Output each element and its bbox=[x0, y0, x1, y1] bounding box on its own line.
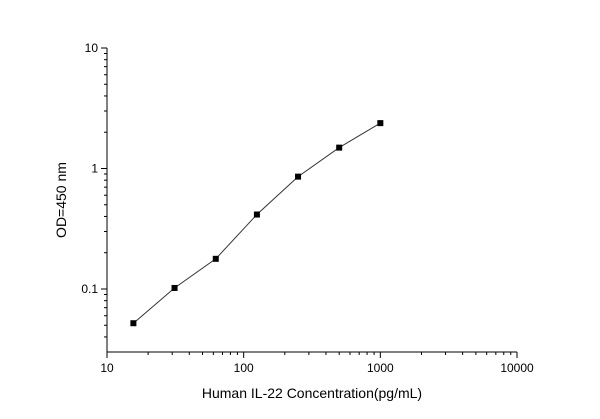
data-point bbox=[377, 120, 384, 127]
y-axis-title: OD=450 nm bbox=[53, 162, 69, 238]
data-point bbox=[212, 255, 219, 262]
x-tick-label: 10 bbox=[100, 361, 114, 375]
y-tick-label: 10 bbox=[85, 41, 99, 55]
x-ticks: 10 100 1000 10000 bbox=[100, 352, 534, 375]
x-axis-title: Human IL-22 Concentration(pg/mL) bbox=[202, 385, 422, 401]
plot-area bbox=[130, 120, 384, 327]
data-point bbox=[130, 320, 137, 327]
axes bbox=[106, 48, 517, 353]
x-tick-label: 100 bbox=[234, 361, 254, 375]
data-point bbox=[336, 144, 343, 151]
data-point bbox=[295, 173, 302, 180]
y-ticks: 0.1 1 10 bbox=[81, 41, 107, 338]
y-tick-label: 1 bbox=[91, 161, 98, 175]
x-tick-label: 1000 bbox=[367, 361, 394, 375]
data-point bbox=[253, 211, 260, 218]
series-line bbox=[133, 122, 381, 324]
x-tick-label: 10000 bbox=[500, 361, 534, 375]
y-tick-label: 0.1 bbox=[81, 282, 98, 296]
data-point bbox=[171, 284, 178, 291]
